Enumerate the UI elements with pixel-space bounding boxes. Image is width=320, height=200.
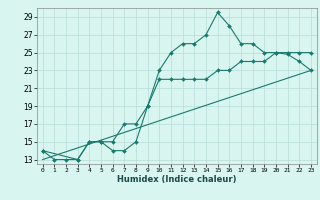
X-axis label: Humidex (Indice chaleur): Humidex (Indice chaleur) xyxy=(117,175,236,184)
